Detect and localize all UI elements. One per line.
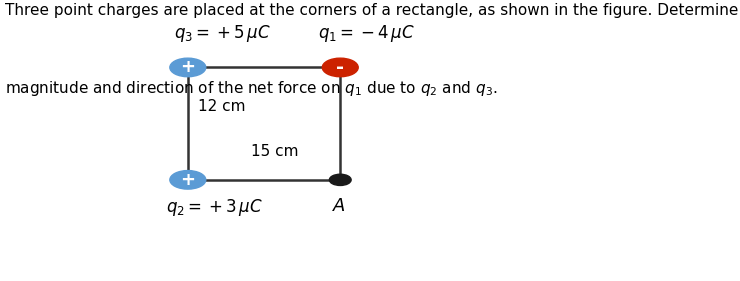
Text: 12 cm: 12 cm [198,99,245,114]
Circle shape [323,58,358,77]
Text: $A$: $A$ [332,197,346,215]
Circle shape [170,58,206,77]
Text: +: + [181,58,195,76]
Text: magnitude and direction of the net force on $q_1$ due to $q_2$ and $q_3$.: magnitude and direction of the net force… [5,79,498,98]
Text: -: - [336,58,344,77]
Text: $q_1 = -4\,\mu C$: $q_1 = -4\,\mu C$ [318,22,415,44]
Circle shape [329,174,352,185]
Text: $q_2 = +3\,\mu C$: $q_2 = +3\,\mu C$ [166,197,263,218]
Text: $q_3 = +5\,\mu C$: $q_3 = +5\,\mu C$ [174,22,271,44]
Text: 15 cm: 15 cm [251,144,299,159]
Circle shape [170,171,206,189]
Text: Three point charges are placed at the corners of a rectangle, as shown in the fi: Three point charges are placed at the co… [5,3,740,18]
Text: +: + [181,171,195,189]
